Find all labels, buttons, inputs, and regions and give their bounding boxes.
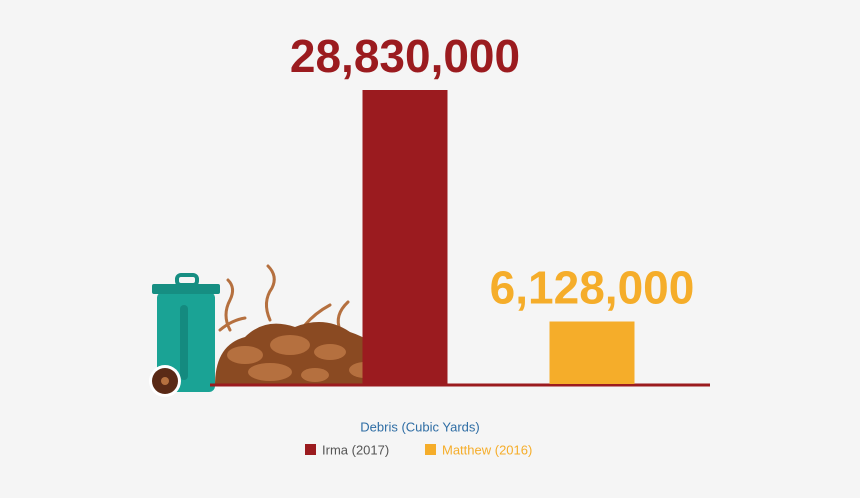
legend-swatch: [305, 444, 316, 455]
legend-label: Irma (2017): [322, 442, 389, 457]
illustration: [149, 264, 395, 397]
x-axis-title: Debris (Cubic Yards): [360, 419, 479, 434]
legend-swatch: [425, 444, 436, 455]
bar: [362, 90, 448, 384]
value-label: 28,830,000: [290, 30, 520, 82]
legend-label: Matthew (2016): [442, 442, 532, 457]
value-label: 6,128,000: [490, 262, 695, 314]
bar: [549, 321, 635, 384]
